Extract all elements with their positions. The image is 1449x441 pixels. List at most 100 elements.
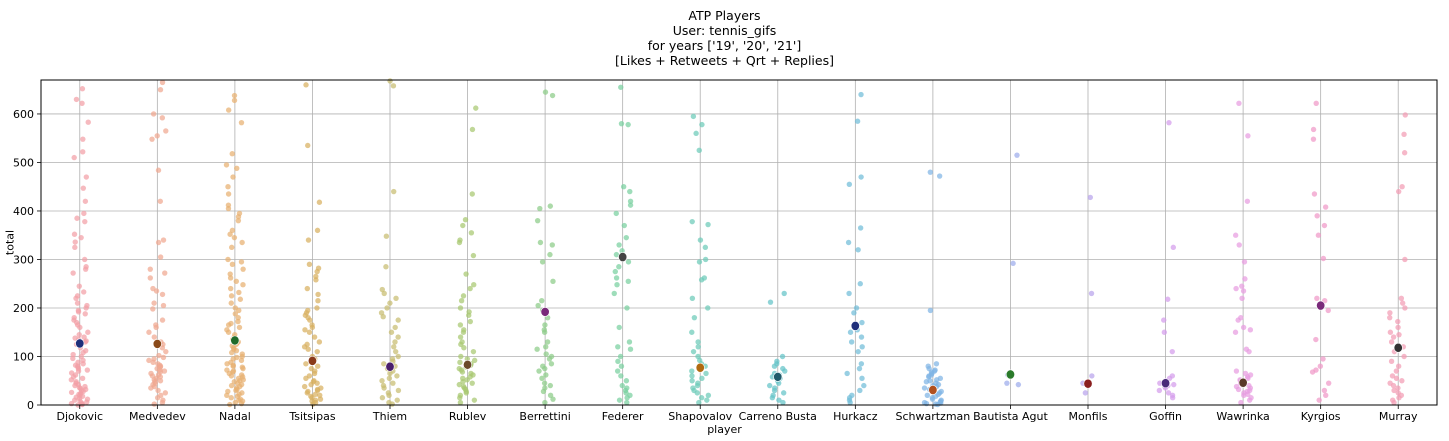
data-point xyxy=(159,79,166,86)
mean-marker xyxy=(75,338,85,349)
data-point xyxy=(229,227,236,234)
x-tick-label: Berrettini xyxy=(519,410,570,423)
data-point xyxy=(231,92,238,99)
data-point xyxy=(927,169,934,175)
data-point xyxy=(1316,397,1322,403)
data-point xyxy=(236,289,242,296)
data-point xyxy=(856,365,863,372)
title-line-3: for years ['19', '20', '21'] xyxy=(647,38,802,53)
data-point xyxy=(463,271,469,277)
data-point xyxy=(71,397,78,403)
data-point xyxy=(146,329,152,335)
data-point xyxy=(75,309,82,315)
data-point xyxy=(80,361,86,367)
data-point xyxy=(240,266,246,272)
data-point xyxy=(229,244,235,251)
data-point xyxy=(225,205,232,212)
data-point xyxy=(392,339,398,345)
data-point xyxy=(627,346,634,352)
data-point xyxy=(225,256,231,263)
data-point xyxy=(315,298,321,304)
data-point xyxy=(150,306,156,312)
data-point xyxy=(1082,390,1089,396)
data-point xyxy=(457,359,463,366)
data-point xyxy=(858,91,864,98)
data-point xyxy=(227,285,234,292)
data-point xyxy=(230,363,236,369)
data-point xyxy=(613,251,620,258)
data-point xyxy=(703,370,709,377)
y-tick-label: 0 xyxy=(27,399,34,412)
data-point xyxy=(861,382,867,389)
mean-marker xyxy=(385,361,395,372)
x-tick-label: Hurkacz xyxy=(833,410,878,423)
data-point xyxy=(845,239,852,246)
data-point xyxy=(699,121,705,128)
data-point xyxy=(927,307,934,314)
data-point xyxy=(1235,317,1241,323)
data-point xyxy=(855,247,861,253)
data-point xyxy=(391,344,397,350)
data-point xyxy=(1232,329,1239,335)
data-point xyxy=(72,239,78,245)
data-point xyxy=(392,348,399,355)
x-tick-label: Rublev xyxy=(449,410,487,423)
data-point xyxy=(623,234,629,241)
data-point xyxy=(380,314,386,320)
data-point xyxy=(1245,133,1251,139)
data-point xyxy=(1309,369,1316,375)
data-point xyxy=(1165,296,1171,302)
data-point xyxy=(611,290,617,297)
data-point xyxy=(1015,381,1022,388)
data-point xyxy=(1014,152,1020,158)
data-point xyxy=(689,218,695,225)
data-point xyxy=(848,339,855,345)
data-point xyxy=(1321,387,1328,394)
data-point xyxy=(618,363,625,369)
data-point xyxy=(148,385,154,391)
data-point xyxy=(543,372,549,378)
data-point xyxy=(387,300,393,306)
data-point xyxy=(471,282,477,288)
data-point xyxy=(77,324,83,331)
data-point xyxy=(147,266,153,272)
data-point xyxy=(150,359,156,366)
data-point xyxy=(1395,318,1401,325)
data-point xyxy=(1387,314,1393,321)
data-point xyxy=(151,401,157,407)
data-point xyxy=(394,397,400,403)
data-point xyxy=(395,387,402,394)
data-point xyxy=(303,375,309,382)
data-point xyxy=(543,344,549,350)
data-point xyxy=(936,173,943,179)
data-point xyxy=(1240,288,1247,294)
data-point xyxy=(159,399,166,406)
data-point xyxy=(844,370,850,377)
data-point xyxy=(694,382,701,389)
x-tick-label: Goffin xyxy=(1149,410,1182,423)
data-point xyxy=(1391,387,1397,394)
data-point xyxy=(468,230,475,236)
data-point xyxy=(81,256,88,263)
data-point xyxy=(162,270,168,276)
data-point xyxy=(460,293,467,299)
data-point xyxy=(547,203,554,209)
data-point xyxy=(70,355,76,362)
data-point xyxy=(76,283,82,289)
data-point xyxy=(228,373,235,379)
data-point xyxy=(857,281,863,287)
mean-marker xyxy=(850,321,860,331)
data-point xyxy=(79,86,86,92)
data-point xyxy=(550,396,556,402)
data-point xyxy=(1244,198,1251,204)
title-line-2: User: tennis_gifs xyxy=(672,23,777,38)
data-point xyxy=(157,378,164,384)
y-tick-label: 600 xyxy=(13,108,34,121)
data-point xyxy=(923,379,930,385)
data-point xyxy=(544,339,551,345)
data-point xyxy=(691,314,698,321)
data-point xyxy=(305,142,311,149)
data-point xyxy=(1402,256,1408,263)
data-point xyxy=(1315,232,1322,238)
